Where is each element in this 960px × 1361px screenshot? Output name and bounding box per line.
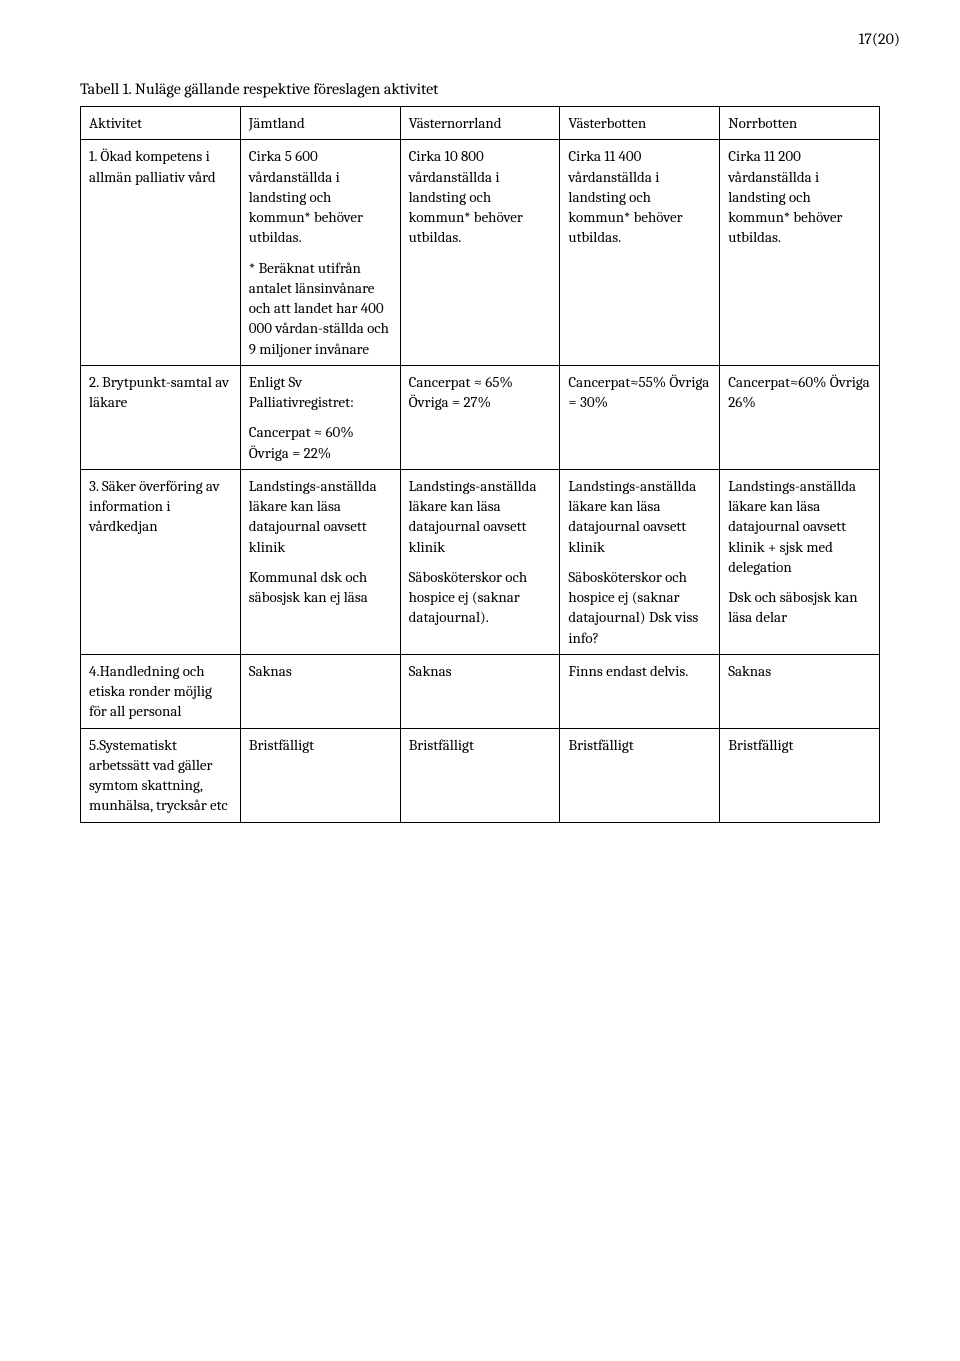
cell-jamtland: Bristfälligt — [240, 728, 400, 822]
table-row: 5.Systematiskt arbetssätt vad gäller sym… — [81, 728, 880, 822]
cell-text: Bristfälligt — [249, 735, 392, 755]
cell-text: Cirka 11 200 vårdanställda i landsting o… — [728, 146, 871, 247]
cell-activity: 2. Brytpunkt-samtal av läkare — [81, 365, 241, 469]
col-jamtland: Jämtland — [240, 107, 400, 140]
col-norrbotten: Norrbotten — [720, 107, 880, 140]
cell-vasternorrland: Cirka 10 800 vårdanställda i landsting o… — [400, 140, 560, 366]
table-row: 1. Ökad kompetens i allmän palliativ vår… — [81, 140, 880, 366]
col-vasterbotten: Västerbotten — [560, 107, 720, 140]
table-row: 2. Brytpunkt-samtal av läkare Enligt Sv … — [81, 365, 880, 469]
cell-text: Cancerpat ≈ 60% Övriga = 22% — [249, 422, 392, 463]
cell-vasterbotten: Landstings-anställda läkare kan läsa dat… — [560, 469, 720, 654]
cell-jamtland: Enligt Sv Palliativregistret: Cancerpat … — [240, 365, 400, 469]
cell-vasterbotten: Finns endast delvis. — [560, 654, 720, 728]
cell-jamtland: Saknas — [240, 654, 400, 728]
cell-text: Dsk och säbosjsk kan läsa delar — [728, 587, 871, 628]
cell-norrbotten: Cirka 11 200 vårdanställda i landsting o… — [720, 140, 880, 366]
cell-text: Bristfälligt — [728, 735, 871, 755]
cell-vasternorrland: Cancerpat ≈ 65% Övriga = 27% — [400, 365, 560, 469]
cell-text: Cancerpat≈60% Övriga 26% — [728, 372, 871, 413]
page-number: 17(20) — [859, 30, 900, 48]
cell-activity: 4.Handledning och etiska ronder möjlig f… — [81, 654, 241, 728]
cell-vasterbotten: Cirka 11 400 vårdanställda i landsting o… — [560, 140, 720, 366]
cell-text: Enligt Sv Palliativregistret: — [249, 372, 392, 413]
cell-text: Kommunal dsk och säbosjsk kan ej läsa — [249, 567, 392, 608]
cell-text: Säbosköterskor och hospice ej (saknar da… — [568, 567, 711, 648]
cell-norrbotten: Saknas — [720, 654, 880, 728]
cell-vasternorrland: Bristfälligt — [400, 728, 560, 822]
cell-activity: 1. Ökad kompetens i allmän palliativ vår… — [81, 140, 241, 366]
cell-jamtland: Cirka 5 600 vårdanställda i landsting oc… — [240, 140, 400, 366]
cell-text: Cirka 10 800 vårdanställda i landsting o… — [409, 146, 552, 247]
cell-text: Landstings-anställda läkare kan läsa dat… — [249, 476, 392, 557]
cell-norrbotten: Landstings-anställda läkare kan läsa dat… — [720, 469, 880, 654]
cell-text: Finns endast delvis. — [568, 661, 711, 681]
table-title: Tabell 1. Nuläge gällande respektive för… — [80, 80, 880, 98]
cell-activity: 5.Systematiskt arbetssätt vad gäller sym… — [81, 728, 241, 822]
cell-text: Landstings-anställda läkare kan läsa dat… — [568, 476, 711, 557]
col-activity: Aktivitet — [81, 107, 241, 140]
cell-activity: 3. Säker överföring av information i vår… — [81, 469, 241, 654]
cell-text: Cirka 11 400 vårdanställda i landsting o… — [568, 146, 711, 247]
cell-text: Cancerpat≈55% Övriga = 30% — [568, 372, 711, 413]
cell-text: Landstings-anställda läkare kan läsa dat… — [728, 476, 871, 577]
cell-text: Saknas — [249, 661, 392, 681]
cell-text: Bristfälligt — [409, 735, 552, 755]
cell-norrbotten: Cancerpat≈60% Övriga 26% — [720, 365, 880, 469]
cell-text: * Beräknat utifrån antalet länsinvånare … — [249, 258, 392, 359]
page: 17(20) Tabell 1. Nuläge gällande respekt… — [0, 0, 960, 1361]
cell-text: Saknas — [409, 661, 552, 681]
cell-vasterbotten: Bristfälligt — [560, 728, 720, 822]
data-table: Aktivitet Jämtland Västernorrland Väster… — [80, 106, 880, 823]
table-row: 4.Handledning och etiska ronder möjlig f… — [81, 654, 880, 728]
cell-vasternorrland: Saknas — [400, 654, 560, 728]
cell-text: Saknas — [728, 661, 871, 681]
cell-norrbotten: Bristfälligt — [720, 728, 880, 822]
col-vasternorrland: Västernorrland — [400, 107, 560, 140]
cell-text: Landstings-anställda läkare kan läsa dat… — [409, 476, 552, 557]
cell-text: Bristfälligt — [568, 735, 711, 755]
cell-text: Cirka 5 600 vårdanställda i landsting oc… — [249, 146, 392, 247]
cell-text: Cancerpat ≈ 65% Övriga = 27% — [409, 372, 552, 413]
cell-jamtland: Landstings-anställda läkare kan läsa dat… — [240, 469, 400, 654]
cell-vasternorrland: Landstings-anställda läkare kan läsa dat… — [400, 469, 560, 654]
table-header-row: Aktivitet Jämtland Västernorrland Väster… — [81, 107, 880, 140]
table-row: 3. Säker överföring av information i vår… — [81, 469, 880, 654]
cell-text: Säbosköterskor och hospice ej (saknar da… — [409, 567, 552, 628]
cell-vasterbotten: Cancerpat≈55% Övriga = 30% — [560, 365, 720, 469]
